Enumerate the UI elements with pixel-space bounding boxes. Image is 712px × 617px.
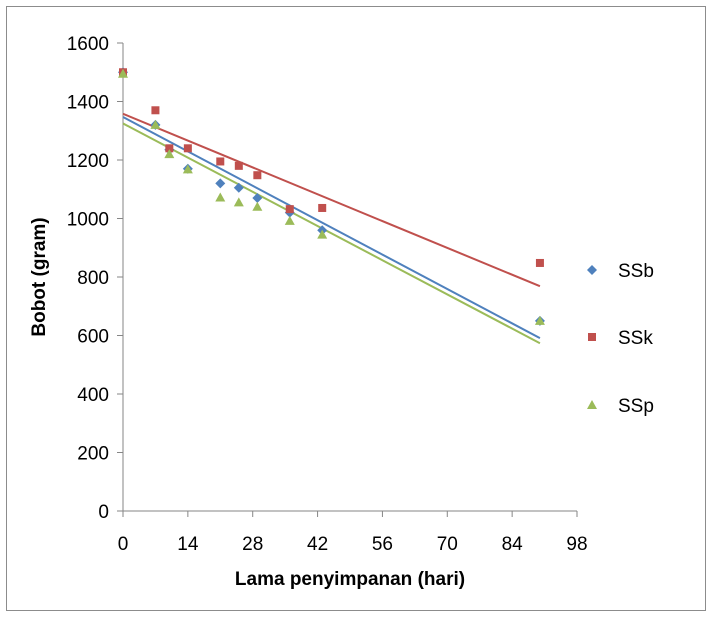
data-point-ssp	[534, 315, 545, 325]
x-tick-label: 56	[372, 534, 393, 555]
data-point-ssk	[253, 171, 262, 180]
y-tick-label: 1000	[67, 210, 109, 231]
legend-label-ssp: SSp	[618, 396, 654, 417]
data-point-ssp	[182, 164, 193, 174]
data-point-ssk	[535, 258, 544, 267]
x-axis-title: Lama penyimpanan (hari)	[235, 569, 465, 590]
trendline-ssk	[122, 112, 541, 288]
data-point-ssb	[252, 193, 263, 204]
data-point-ssk	[234, 161, 243, 170]
legend-marker-ssb	[587, 265, 597, 275]
data-point-ssk	[216, 157, 225, 166]
data-point-ssp	[252, 201, 263, 211]
y-tick-label: 1600	[67, 34, 109, 55]
legend-label-ssk: SSk	[618, 328, 653, 349]
y-tick-label: 1400	[67, 93, 109, 114]
data-point-ssb	[233, 182, 244, 193]
data-point-ssp	[317, 229, 328, 239]
x-tick-label: 70	[437, 534, 458, 555]
data-point-ssk	[165, 144, 174, 153]
y-tick-label: 1200	[67, 151, 109, 172]
trendline-ssp	[122, 122, 541, 345]
x-tick-label: 98	[566, 534, 587, 555]
data-point-ssk	[151, 106, 160, 115]
y-tick-label: 0	[98, 502, 109, 523]
x-tick-label: 14	[177, 534, 199, 555]
y-tick-label: 800	[77, 268, 109, 289]
data-point-ssp	[164, 149, 175, 159]
x-tick-label: 42	[307, 534, 328, 555]
data-point-ssb	[215, 178, 226, 189]
data-point-ssp	[118, 68, 128, 78]
x-tick-label: 0	[118, 534, 129, 555]
data-point-ssk	[318, 203, 327, 212]
x-tick-label: 84	[502, 534, 524, 555]
y-tick-label: 400	[77, 385, 109, 406]
y-tick-label: 200	[77, 444, 109, 465]
data-point-ssp	[215, 192, 226, 202]
y-axis-title: Bobot (gram)	[29, 217, 50, 336]
trendline-ssb	[122, 116, 541, 340]
data-point-ssp	[150, 119, 161, 129]
legend-marker-ssk	[588, 333, 596, 341]
legend-label-ssb: SSb	[618, 261, 654, 282]
y-tick-label: 600	[77, 327, 109, 348]
data-point-ssp	[233, 197, 244, 207]
data-point-ssp	[284, 215, 295, 225]
data-point-ssk	[183, 144, 192, 153]
x-tick-label: 28	[242, 534, 263, 555]
legend-marker-ssp	[587, 400, 597, 409]
data-point-ssk	[285, 205, 294, 214]
